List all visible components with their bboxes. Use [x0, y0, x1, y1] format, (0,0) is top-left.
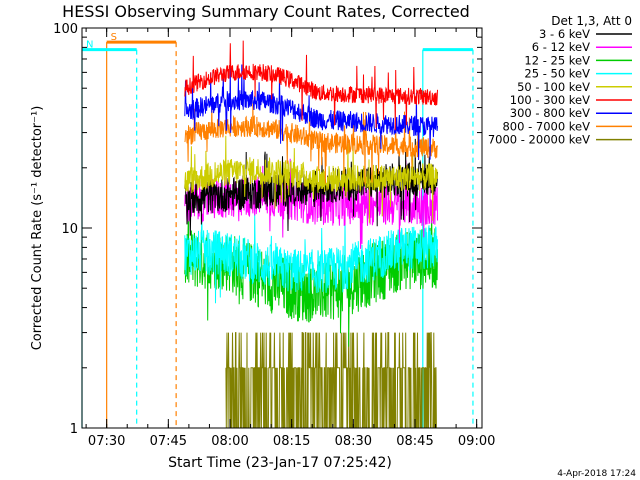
legend-label: 800 - 7000 keV	[502, 119, 590, 133]
legend-label: 50 - 100 keV	[517, 80, 590, 94]
x-tick-label: 08:15	[273, 434, 310, 449]
legend-label: 6 - 12 keV	[532, 40, 590, 54]
legend-label: 100 - 300 keV	[510, 93, 590, 107]
series-line-5	[184, 135, 438, 223]
x-tick-label: 08:00	[211, 434, 248, 449]
y-tick-label: 100	[53, 22, 78, 37]
date-stamp: 4-Apr-2018 17:24	[557, 469, 636, 479]
marker-label: S	[111, 32, 117, 43]
legend-label: 3 - 6 keV	[539, 27, 590, 41]
legend-label: 12 - 25 keV	[524, 53, 590, 67]
x-tick-label: 08:45	[396, 434, 433, 449]
legend-title: Det 1,3, Att 0	[551, 14, 632, 28]
x-axis: 07:30 07:45 08:00 08:15 08:30 08:45 09:00	[85, 28, 495, 449]
y-axis: 1 10 100	[53, 22, 482, 437]
y-tick-label: 10	[61, 222, 78, 237]
legend-label: 25 - 50 keV	[524, 67, 590, 81]
legend-label: 7000 - 20000 keV	[488, 133, 590, 147]
x-axis-label: Start Time (23-Jan-17 07:25:42)	[168, 455, 392, 471]
x-tick-label: 07:45	[150, 434, 187, 449]
chart-title: HESSI Observing Summary Count Rates, Cor…	[62, 2, 470, 21]
x-tick-label: 08:30	[335, 434, 372, 449]
series-line-4	[184, 213, 438, 304]
y-axis-label: Corrected Count Rate (s⁻¹ detector⁻¹)	[30, 106, 45, 351]
y-tick-label: 1	[70, 422, 78, 437]
legend-label: 300 - 800 keV	[510, 106, 590, 120]
x-tick-label: 07:30	[88, 434, 125, 449]
series-line-6	[184, 40, 438, 131]
x-tick-label: 09:00	[458, 434, 495, 449]
series-layer	[184, 40, 438, 429]
marker-label: N	[86, 40, 93, 51]
